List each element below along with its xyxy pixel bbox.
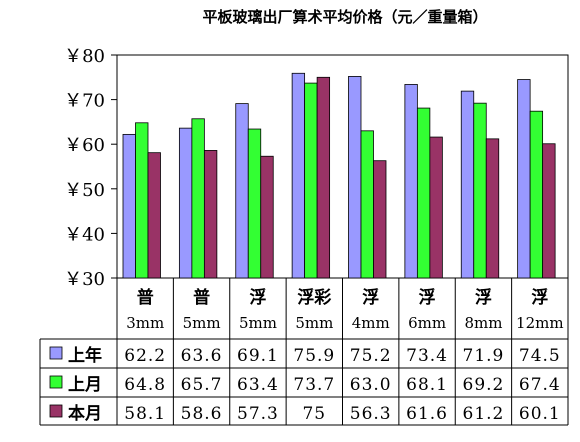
category-label: 浮 xyxy=(362,287,379,308)
y-tick-label: ￥70 xyxy=(64,91,105,112)
y-tick-label: ￥80 xyxy=(64,46,105,67)
bar-上年-4 xyxy=(348,76,362,279)
category-sublabel: 5mm xyxy=(295,314,333,332)
data-label: 56.3 xyxy=(350,404,392,424)
legend-key-本月 xyxy=(49,404,63,418)
category-sublabel: 5mm xyxy=(183,314,221,332)
bar-本月-7 xyxy=(542,143,556,279)
series-name: 上年 xyxy=(68,345,102,366)
bar-上月-7 xyxy=(529,110,544,279)
bar-上月-3 xyxy=(304,82,318,279)
data-label: 57.3 xyxy=(237,404,279,424)
category-sublabel: 4mm xyxy=(352,314,390,332)
bar-本月-2 xyxy=(260,155,274,279)
category-sublabel: 6mm xyxy=(408,314,446,332)
category-sublabel: 12mm xyxy=(516,314,564,332)
data-label: 63.6 xyxy=(181,346,223,366)
bars xyxy=(122,72,556,279)
legend-key-上年 xyxy=(49,346,63,360)
data-label: 63.4 xyxy=(237,375,279,395)
data-label: 64.8 xyxy=(124,375,166,395)
data-label: 74.5 xyxy=(519,346,561,366)
bar-本月-1 xyxy=(203,150,218,279)
y-tick-label: ￥60 xyxy=(64,135,105,156)
bar-本月-5 xyxy=(429,136,443,279)
series-name: 本月 xyxy=(68,403,102,424)
category-label: 浮 xyxy=(249,287,266,308)
data-label: 61.2 xyxy=(463,404,505,424)
y-tick-label: ￥40 xyxy=(64,224,105,245)
bar-本月-4 xyxy=(373,160,387,279)
data-label: 73.7 xyxy=(293,375,335,395)
category-label: 浮 xyxy=(531,287,548,308)
bar-上月-1 xyxy=(191,118,205,279)
bar-本月-6 xyxy=(485,138,500,279)
bar-上月-5 xyxy=(416,107,431,279)
bar-上年-3 xyxy=(291,72,306,279)
bar-上年-6 xyxy=(460,90,475,279)
data-label: 58.6 xyxy=(181,404,223,424)
data-label: 60.1 xyxy=(519,404,561,424)
data-label: 61.6 xyxy=(406,404,448,424)
data-label: 63.0 xyxy=(350,375,392,395)
data-label: 75.9 xyxy=(293,346,335,366)
bar-上年-7 xyxy=(517,79,531,279)
bar-本月-3 xyxy=(316,76,331,279)
category-sublabel: 5mm xyxy=(239,314,277,332)
data-label: 65.7 xyxy=(181,375,223,395)
data-label: 58.1 xyxy=(124,404,166,424)
category-label: 浮彩 xyxy=(297,287,331,308)
bar-上月-0 xyxy=(135,122,149,279)
data-label: 69.2 xyxy=(463,375,505,395)
y-tick-label: ￥30 xyxy=(64,269,105,290)
category-label: 普 xyxy=(193,287,210,308)
bar-上年-5 xyxy=(404,84,418,279)
data-label: 68.1 xyxy=(406,375,448,395)
series-name: 上月 xyxy=(68,375,102,395)
y-axis: ￥30 ￥40 ￥50 ￥60 ￥70 ￥80 xyxy=(64,46,569,290)
category-label: 普 xyxy=(137,287,154,308)
data-table: 普 3mm 普 5mm 浮 5mm 浮彩 5mm 浮 4mm 浮 6mm 浮 8mm 浮 12mm 上年 62.2… xyxy=(39,278,569,426)
bar-上年-0 xyxy=(122,133,136,279)
bar-上月-2 xyxy=(247,128,262,279)
bar-本月-0 xyxy=(147,152,161,279)
category-sublabel: 8mm xyxy=(464,314,502,332)
category-sublabel: 3mm xyxy=(126,314,164,332)
data-label: 69.1 xyxy=(237,346,279,366)
data-label: 67.4 xyxy=(519,375,561,395)
category-label: 浮 xyxy=(419,287,436,308)
data-label: 62.2 xyxy=(124,346,166,366)
data-label: 73.4 xyxy=(406,346,448,366)
chart-title: 平板玻璃出厂算术平均价格（元／重量箱） xyxy=(202,8,487,26)
legend-key-上月 xyxy=(49,375,63,389)
bar-上月-4 xyxy=(360,130,374,279)
data-label: 75.2 xyxy=(350,346,392,366)
bar-上月-6 xyxy=(473,102,487,279)
category-label: 浮 xyxy=(475,287,492,308)
y-tick-label: ￥50 xyxy=(64,180,105,201)
bar-上年-2 xyxy=(235,103,249,279)
data-label: 75 xyxy=(302,404,326,424)
bar-上年-1 xyxy=(178,127,193,279)
data-label: 71.9 xyxy=(463,346,505,366)
